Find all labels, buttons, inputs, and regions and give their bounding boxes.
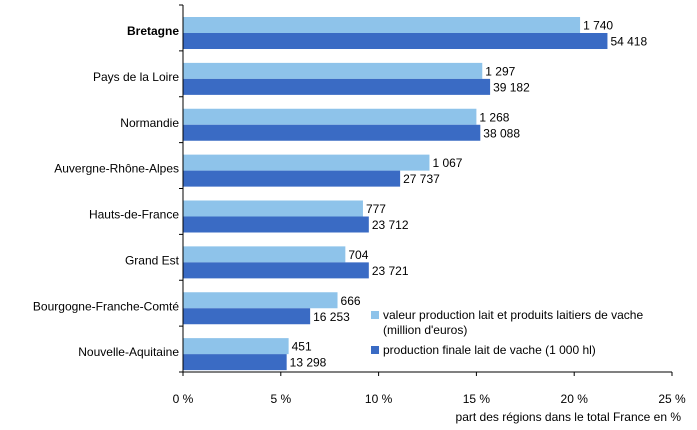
bar-production-6 <box>183 308 311 325</box>
x-tick-label: 25 % <box>658 392 686 406</box>
legend-entry: (million d'euros) <box>383 323 467 337</box>
x-tick-label: 20 % <box>561 392 589 406</box>
data-label: 666 <box>341 294 361 308</box>
category-label: Normandie <box>120 116 179 130</box>
bar-production-7 <box>183 354 287 371</box>
category-label: Bourgogne-Franche-Comté <box>33 299 179 313</box>
x-tick-label: 15 % <box>463 392 491 406</box>
data-label: 1 067 <box>432 156 462 170</box>
bar-production-2 <box>183 124 481 141</box>
category-label: Pays de la Loire <box>93 70 179 84</box>
bar-value-3 <box>183 154 430 171</box>
data-label: 23 721 <box>372 264 409 278</box>
data-label: 39 182 <box>493 80 530 94</box>
data-label: 16 253 <box>313 310 350 324</box>
bar-production-1 <box>183 78 491 95</box>
data-label: 38 088 <box>483 126 520 140</box>
x-axis-title: part des régions dans le total France en… <box>456 410 682 424</box>
data-label: 1 268 <box>479 110 509 124</box>
bar-production-3 <box>183 170 401 187</box>
bar-production-4 <box>183 216 369 233</box>
x-tick-label: 0 % <box>173 392 194 406</box>
data-label: 54 418 <box>610 35 647 49</box>
legend-entry: valeur production lait et produits laiti… <box>383 308 643 322</box>
x-tick-label: 5 % <box>270 392 291 406</box>
category-label: Auvergne-Rhône-Alpes <box>54 162 179 176</box>
data-label: 1 740 <box>583 19 613 33</box>
bar-value-2 <box>183 108 477 125</box>
data-label: 704 <box>348 248 368 262</box>
data-label: 451 <box>292 340 312 354</box>
legend-swatch <box>371 311 379 319</box>
data-label: 13 298 <box>290 356 327 370</box>
bar-value-0 <box>183 17 581 33</box>
data-label: 1 297 <box>485 64 515 78</box>
data-label: 23 712 <box>372 218 409 232</box>
bar-value-5 <box>183 246 346 263</box>
x-tick-label: 10 % <box>365 392 393 406</box>
bar-value-4 <box>183 200 363 217</box>
bar-value-6 <box>183 292 338 309</box>
data-label: 777 <box>366 202 386 216</box>
category-label: Hauts-de-France <box>89 208 179 222</box>
category-label: Nouvelle-Aquitaine <box>78 345 179 359</box>
category-label: Bretagne <box>127 24 179 38</box>
data-label: 27 737 <box>403 172 440 186</box>
bar-value-1 <box>183 62 483 79</box>
bar-value-7 <box>183 338 289 355</box>
legend-entry: production finale lait de vache (1 000 h… <box>383 343 596 357</box>
legend-swatch <box>371 346 379 354</box>
bar-production-5 <box>183 262 369 279</box>
category-label: Grand Est <box>125 253 180 267</box>
bar-production-0 <box>183 33 608 49</box>
